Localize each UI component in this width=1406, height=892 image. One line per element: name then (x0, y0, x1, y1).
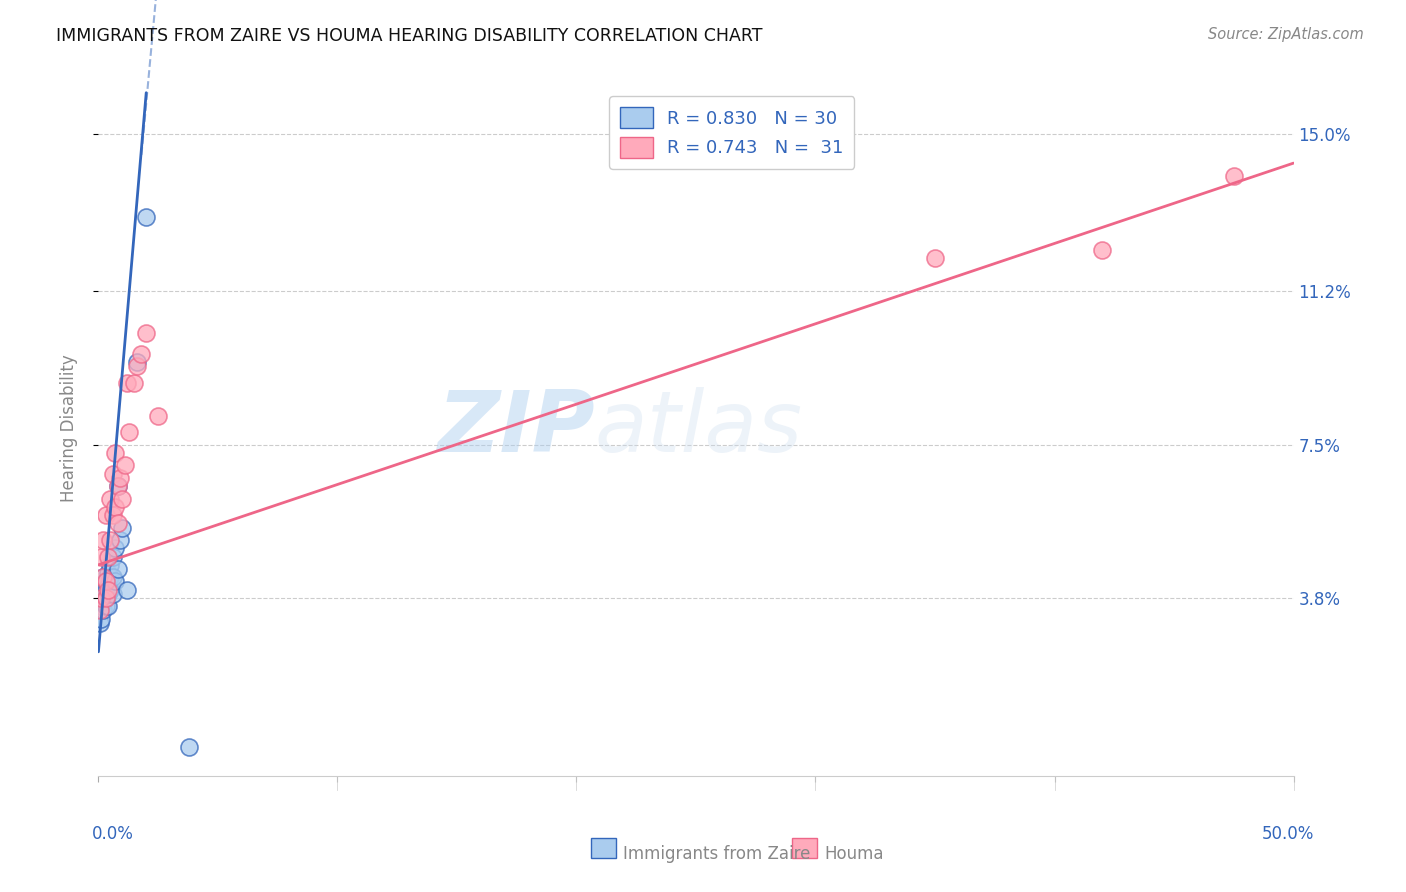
Point (101, 587, 124, 601)
Text: 0.0%: 0.0% (91, 825, 134, 843)
Point (91, 570, 114, 584)
Point (94, 591, 117, 605)
Point (107, 479, 129, 493)
Point (115, 582, 138, 597)
Point (101, 570, 124, 584)
Point (91, 582, 114, 597)
Point (91, 595, 114, 609)
Point (108, 471, 131, 485)
Point (1223, 169, 1246, 183)
Point (107, 479, 129, 493)
Point (924, 252, 946, 266)
Point (125, 359, 148, 373)
Point (104, 500, 127, 514)
Point (101, 467, 124, 481)
Text: ZIP: ZIP (437, 386, 595, 470)
Point (104, 446, 127, 460)
Point (94, 508, 117, 523)
Point (90, 612, 112, 626)
Point (114, 458, 136, 473)
Point (90, 591, 112, 605)
Point (91, 603, 114, 617)
Point (94, 574, 117, 589)
Point (101, 549, 124, 564)
Point (115, 376, 138, 390)
Point (97, 587, 120, 601)
Text: IMMIGRANTS FROM ZAIRE VS HOUMA HEARING DISABILITY CORRELATION CHART: IMMIGRANTS FROM ZAIRE VS HOUMA HEARING D… (56, 27, 762, 45)
Point (107, 562, 129, 576)
Point (97, 566, 120, 581)
Point (125, 355, 148, 369)
Legend: R = 0.830   N = 30, R = 0.743   N =  31: R = 0.830 N = 30, R = 0.743 N = 31 (609, 96, 855, 169)
Point (108, 533, 131, 547)
Point (111, 491, 134, 506)
Point (91, 533, 114, 547)
Point (135, 210, 157, 224)
Text: Houma: Houma (824, 845, 883, 863)
Point (89, 603, 111, 617)
Point (98, 533, 122, 547)
Point (98, 491, 122, 506)
Point (90, 599, 112, 614)
Point (97, 549, 120, 564)
Text: Immigrants from Zaire: Immigrants from Zaire (623, 845, 810, 863)
Point (131, 346, 153, 360)
Point (97, 582, 120, 597)
Point (98, 558, 122, 572)
Point (98, 582, 122, 597)
Point (94, 582, 117, 597)
Point (104, 541, 127, 556)
Point (98, 570, 122, 584)
Point (179, 740, 201, 755)
Point (111, 520, 134, 534)
Text: 50.0%: 50.0% (1263, 825, 1315, 843)
Point (135, 326, 157, 340)
Point (1091, 243, 1114, 257)
Point (148, 409, 170, 423)
Point (91, 570, 114, 584)
Text: atlas: atlas (595, 386, 803, 470)
Point (124, 376, 146, 390)
Point (94, 591, 117, 605)
Point (94, 574, 117, 589)
Point (118, 425, 141, 440)
Point (101, 508, 124, 523)
Point (89, 615, 111, 630)
Point (104, 574, 127, 589)
Point (107, 516, 129, 531)
Text: Source: ZipAtlas.com: Source: ZipAtlas.com (1208, 27, 1364, 42)
Point (90, 549, 112, 564)
Point (94, 599, 117, 614)
Y-axis label: Hearing Disability: Hearing Disability (59, 354, 77, 502)
Point (97, 578, 120, 592)
Point (97, 599, 120, 614)
